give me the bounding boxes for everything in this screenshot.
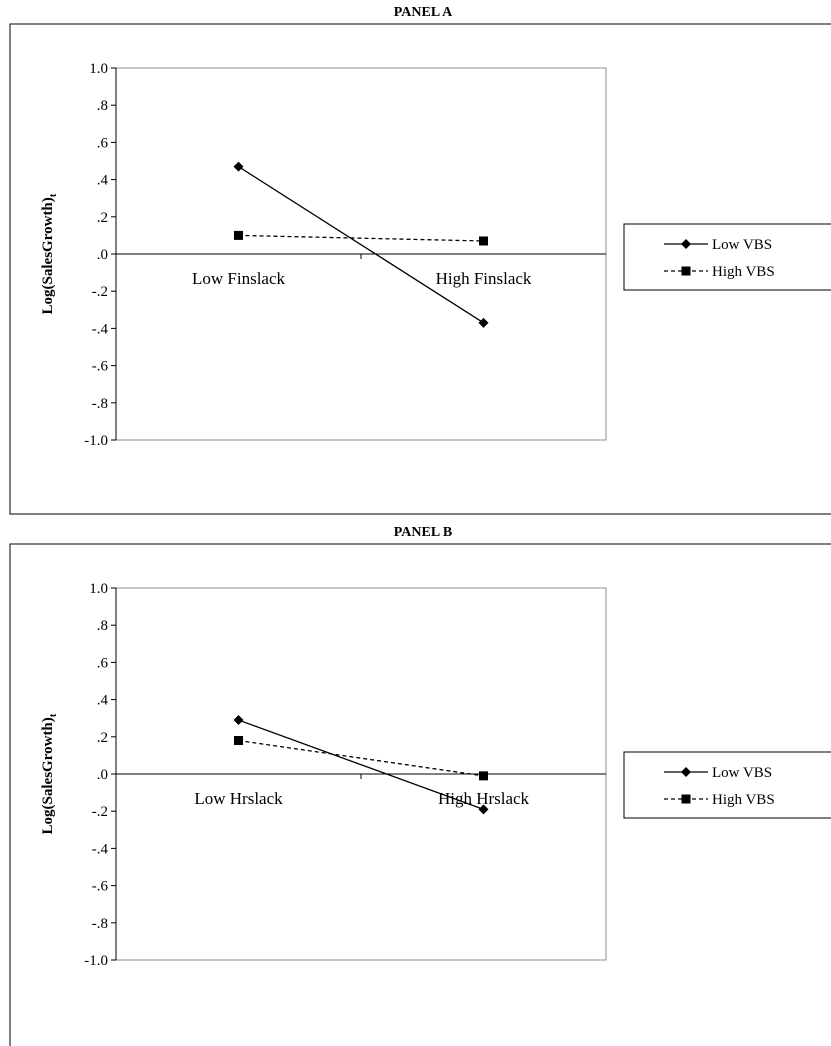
series-0 [233, 715, 489, 815]
series-line [238, 719, 484, 810]
y-tick-label: -1.0 [84, 953, 108, 969]
series-0 [233, 161, 489, 328]
square-marker [479, 236, 488, 246]
x-category-label: High Finslack [436, 269, 532, 288]
legend-diamond-marker [681, 767, 691, 777]
legend-label: Low VBS [712, 765, 772, 781]
y-tick-label: .4 [97, 173, 109, 189]
series-line [238, 234, 484, 242]
y-tick-label: .8 [97, 618, 108, 634]
y-tick-label: .8 [97, 98, 108, 114]
square-marker [479, 771, 488, 781]
diamond-marker [233, 161, 244, 172]
legend-square-marker [681, 794, 691, 804]
legend-label: High VBS [712, 792, 775, 808]
series-1 [234, 230, 488, 246]
y-tick-label: -.2 [92, 804, 108, 820]
y-tick-label: -.2 [92, 284, 108, 300]
diamond-marker [478, 804, 489, 815]
panel-b-chart: PANEL B 1.0 .8 .6 .4 .2 .0 -.2 -.4 -.6 -.8 -1.0 Low … [9, 525, 831, 1046]
square-marker [234, 736, 243, 746]
legend-diamond-marker [681, 239, 691, 249]
legend: Low VBS High VBS [623, 223, 831, 291]
y-tick-label: .0 [97, 767, 108, 783]
y-tick-label: -.6 [92, 359, 109, 375]
y-tick-label: -.4 [92, 841, 109, 857]
y-tick-label: .6 [97, 135, 109, 151]
y-tick-label: .4 [97, 693, 109, 709]
y-tick-label: 1.0 [89, 581, 108, 597]
panel-a-chart: PANEL A 1.0 .8 .6 .4 .2 .0 -.2 -.4 -.6 -.8 -1.0 Low … [9, 5, 831, 515]
y-tick-label: -.8 [92, 396, 108, 412]
y-tick-label: .6 [97, 655, 109, 671]
y-axis-label: Log(SalesGrowth)t [40, 713, 59, 834]
legend: Low VBS High VBS [623, 751, 831, 819]
x-category-label: Low Finslack [192, 269, 286, 288]
y-tick-label: -.8 [92, 916, 108, 932]
diamond-marker [233, 715, 244, 726]
square-marker [234, 230, 243, 240]
y-tick-label: -.4 [92, 321, 109, 337]
y-tick-label: 1.0 [89, 61, 108, 77]
x-category-label: High Hrslack [438, 789, 530, 808]
legend-label: High VBS [712, 264, 775, 280]
y-tick-label: -1.0 [84, 433, 108, 449]
legend-box [623, 751, 831, 819]
y-tick-label: .2 [97, 730, 108, 746]
y-axis-label: Log(SalesGrowth)t [40, 193, 59, 314]
panel-title: PANEL B [394, 525, 452, 540]
y-tick-label: -.6 [92, 879, 109, 895]
x-category-label: Low Hrslack [194, 789, 283, 808]
y-tick-label: .0 [97, 247, 108, 263]
panel-title: PANEL A [394, 5, 453, 20]
legend-square-marker [681, 266, 691, 276]
legend-label: Low VBS [712, 237, 772, 253]
legend-box [623, 223, 831, 291]
chart-frame [9, 543, 831, 1046]
y-tick-label: .2 [97, 210, 108, 226]
chart-frame [9, 23, 831, 515]
series-line [238, 739, 484, 777]
series-1 [234, 736, 488, 781]
diamond-marker [478, 317, 489, 328]
series-line [238, 166, 484, 324]
